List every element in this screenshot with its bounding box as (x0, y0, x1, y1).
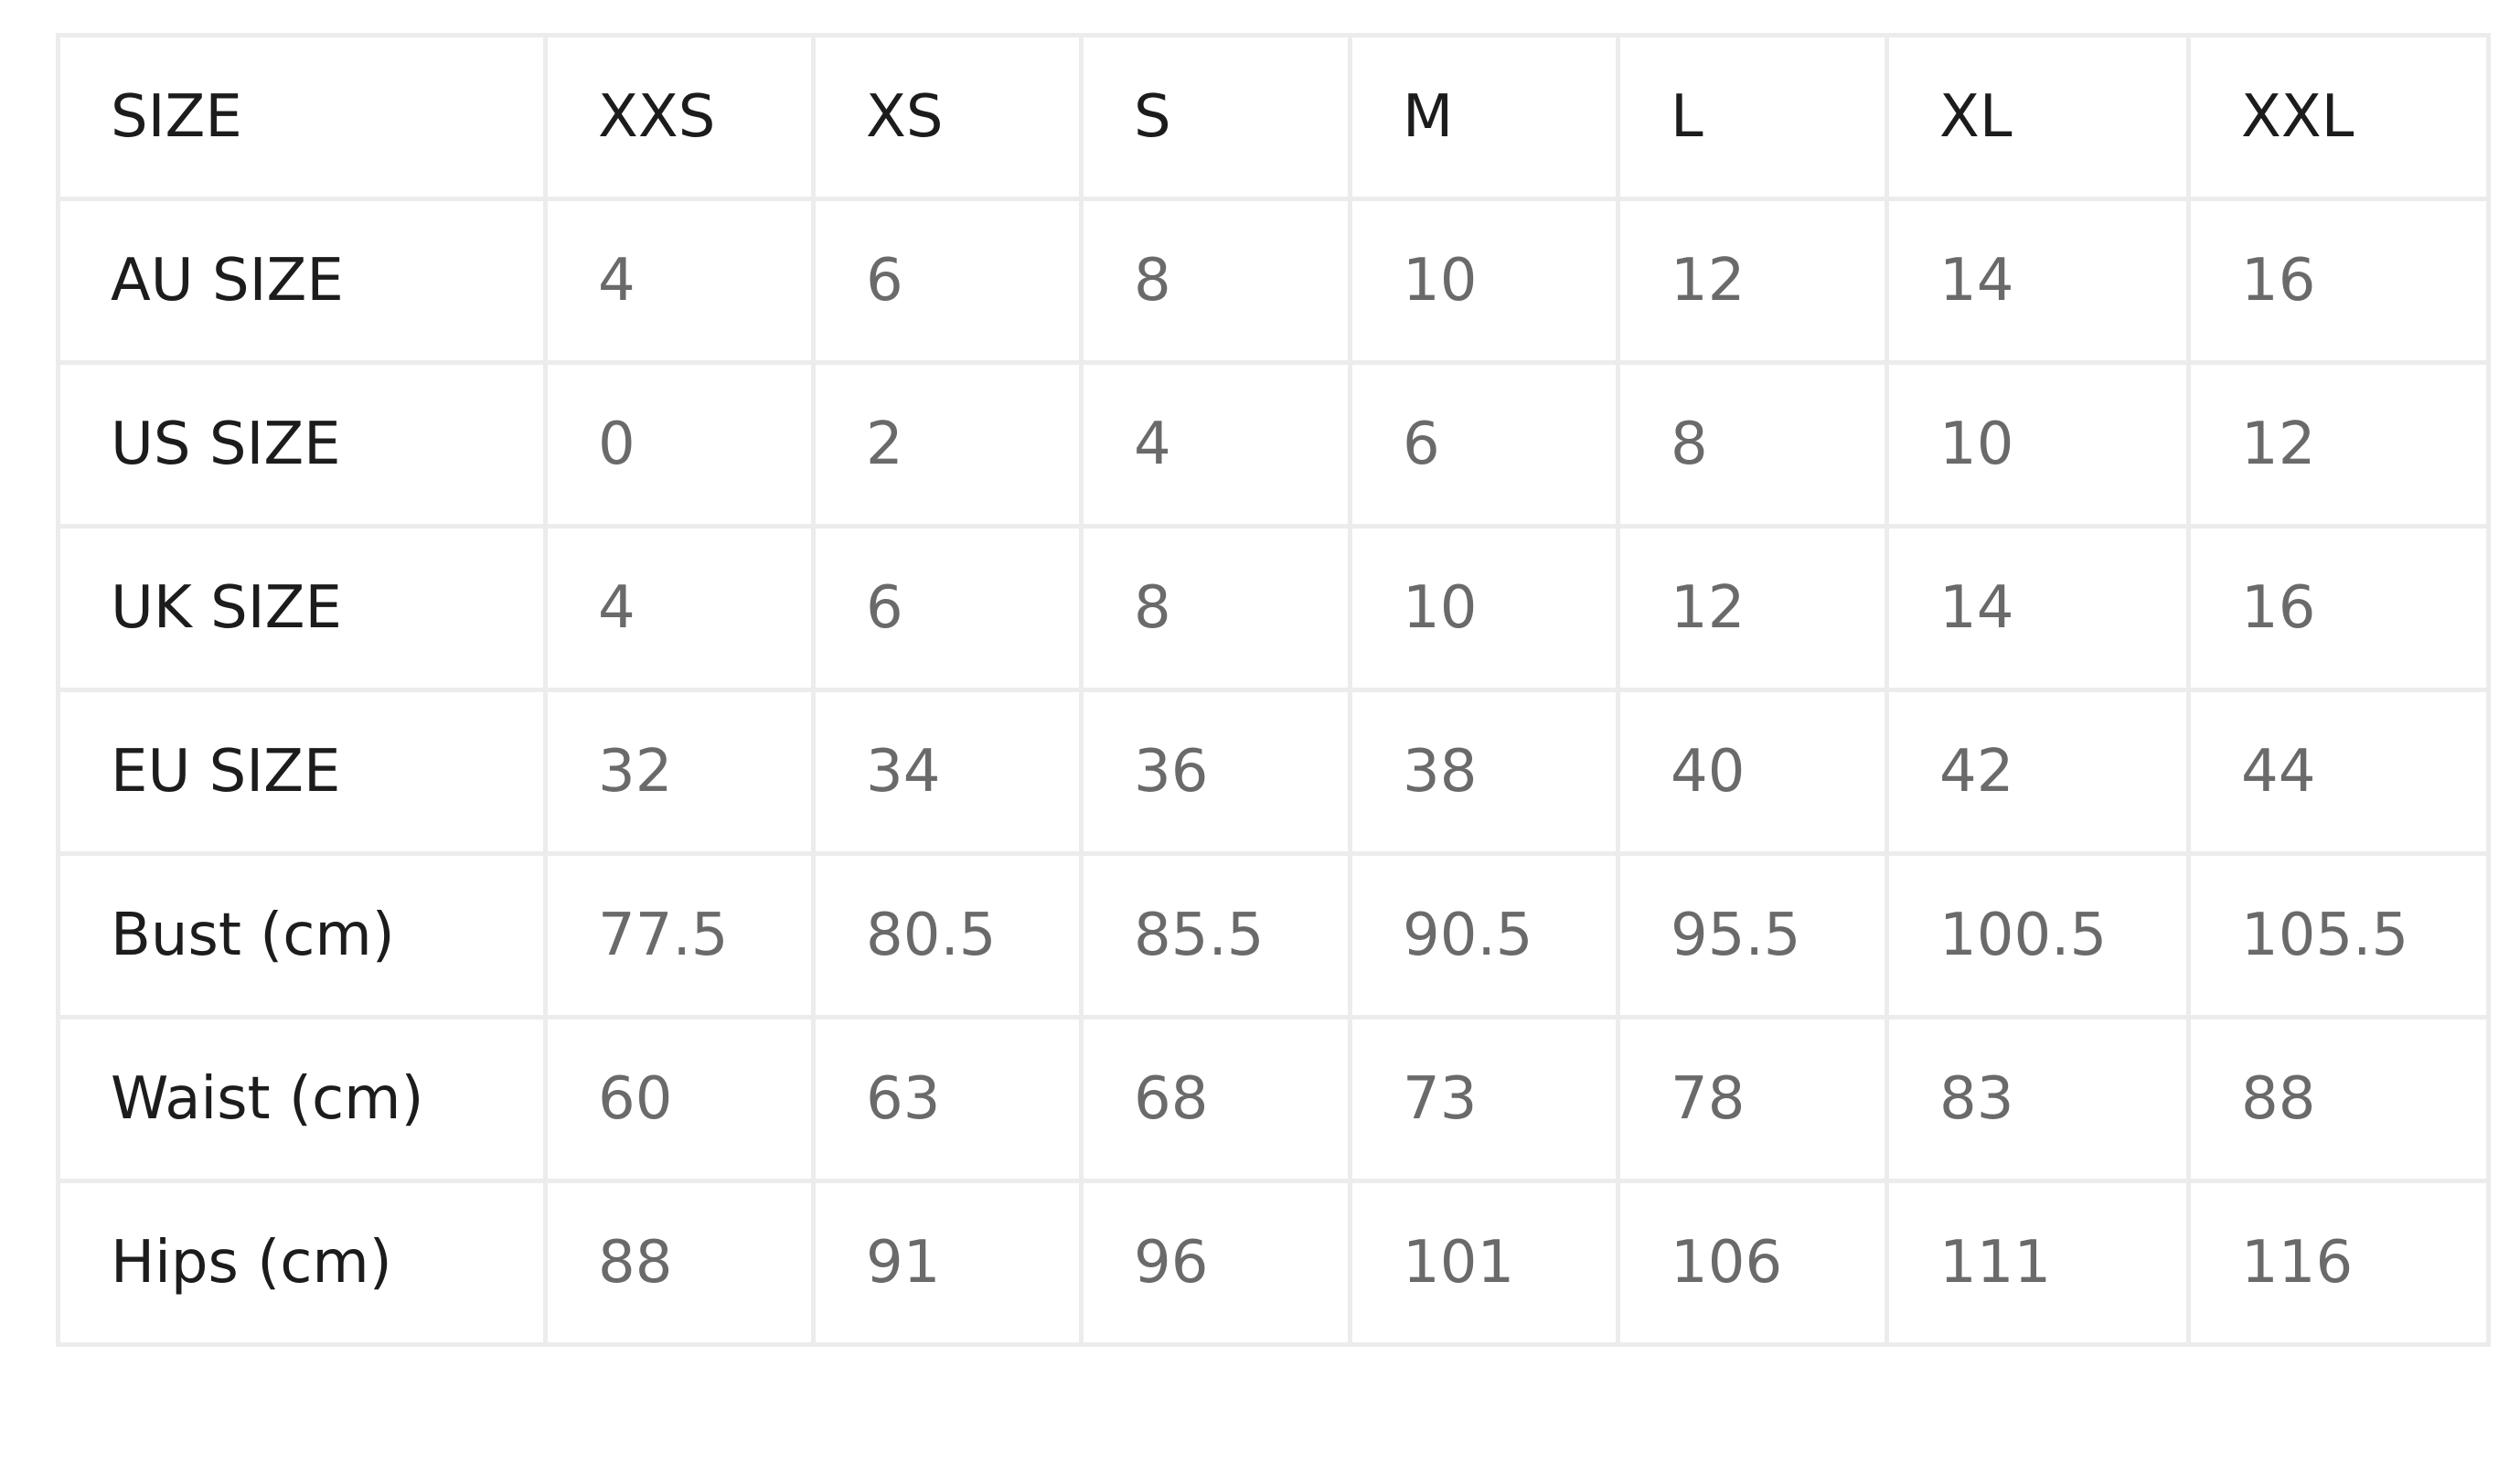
table-cell: 2 (811, 360, 1084, 529)
table-row-waist: Waist (cm) 60 63 68 73 78 83 88 (56, 1015, 2491, 1183)
size-chart-table: SIZE XXS XS S M L XL XXL AU SIZE 4 6 8 1… (56, 33, 2491, 1347)
table-cell: 4 (543, 524, 816, 692)
table-cell: 10 (1348, 197, 1620, 365)
table-cell: 85.5 (1079, 851, 1352, 1020)
table-cell: 6 (811, 197, 1084, 365)
table-cell: 32 (543, 688, 816, 856)
header-size-l: L (1616, 33, 1889, 201)
table-cell: 8 (1079, 524, 1352, 692)
table-cell: 40 (1616, 688, 1889, 856)
table-cell: 10 (1348, 524, 1620, 692)
table-row-hips: Hips (cm) 88 91 96 101 106 111 116 (56, 1179, 2491, 1347)
header-size-xs: XS (811, 33, 1084, 201)
table-cell: 16 (2186, 524, 2491, 692)
table-cell: 77.5 (543, 851, 816, 1020)
table-cell: 0 (543, 360, 816, 529)
table-cell: 8 (1079, 197, 1352, 365)
table-cell: 12 (1616, 197, 1889, 365)
row-label: Bust (cm) (56, 851, 548, 1020)
table-row-au-size: AU SIZE 4 6 8 10 12 14 16 (56, 197, 2491, 365)
table-cell: 4 (1079, 360, 1352, 529)
table-cell: 80.5 (811, 851, 1084, 1020)
table-cell: 6 (811, 524, 1084, 692)
table-cell: 88 (2186, 1015, 2491, 1183)
table-row-eu-size: EU SIZE 32 34 36 38 40 42 44 (56, 688, 2491, 856)
table-cell: 4 (543, 197, 816, 365)
header-size-xxl: XXL (2186, 33, 2491, 201)
table-cell: 38 (1348, 688, 1620, 856)
row-label: UK SIZE (56, 524, 548, 692)
header-row: SIZE XXS XS S M L XL XXL (56, 33, 2491, 201)
table-cell: 78 (1616, 1015, 1889, 1183)
table-cell: 105.5 (2186, 851, 2491, 1020)
table-cell: 6 (1348, 360, 1620, 529)
table-cell: 63 (811, 1015, 1084, 1183)
table-cell: 73 (1348, 1015, 1620, 1183)
table-cell: 60 (543, 1015, 816, 1183)
table-cell: 16 (2186, 197, 2491, 365)
row-label: Hips (cm) (56, 1179, 548, 1347)
table-cell: 95.5 (1616, 851, 1889, 1020)
table-cell: 14 (1885, 197, 2191, 365)
table-cell: 14 (1885, 524, 2191, 692)
table-cell: 116 (2186, 1179, 2491, 1347)
header-size-m: M (1348, 33, 1620, 201)
table-cell: 88 (543, 1179, 816, 1347)
row-label: Waist (cm) (56, 1015, 548, 1183)
row-label: US SIZE (56, 360, 548, 529)
row-label: AU SIZE (56, 197, 548, 365)
table-row-us-size: US SIZE 0 2 4 6 8 10 12 (56, 360, 2491, 529)
table-row-uk-size: UK SIZE 4 6 8 10 12 14 16 (56, 524, 2491, 692)
table-cell: 12 (2186, 360, 2491, 529)
table-cell: 44 (2186, 688, 2491, 856)
table-cell: 96 (1079, 1179, 1352, 1347)
table-cell: 8 (1616, 360, 1889, 529)
header-size-xxs: XXS (543, 33, 816, 201)
table-cell: 12 (1616, 524, 1889, 692)
table-cell: 36 (1079, 688, 1352, 856)
header-size-s: S (1079, 33, 1352, 201)
table-cell: 83 (1885, 1015, 2191, 1183)
table-cell: 90.5 (1348, 851, 1620, 1020)
table-cell: 10 (1885, 360, 2191, 529)
table-row-bust: Bust (cm) 77.5 80.5 85.5 90.5 95.5 100.5… (56, 851, 2491, 1020)
table-cell: 34 (811, 688, 1084, 856)
row-label: EU SIZE (56, 688, 548, 856)
table-cell: 42 (1885, 688, 2191, 856)
table-cell: 68 (1079, 1015, 1352, 1183)
table-cell: 111 (1885, 1179, 2191, 1347)
table-cell: 91 (811, 1179, 1084, 1347)
header-size-xl: XL (1885, 33, 2191, 201)
header-size-label: SIZE (56, 33, 548, 201)
table-cell: 106 (1616, 1179, 1889, 1347)
table-cell: 101 (1348, 1179, 1620, 1347)
table-cell: 100.5 (1885, 851, 2191, 1020)
